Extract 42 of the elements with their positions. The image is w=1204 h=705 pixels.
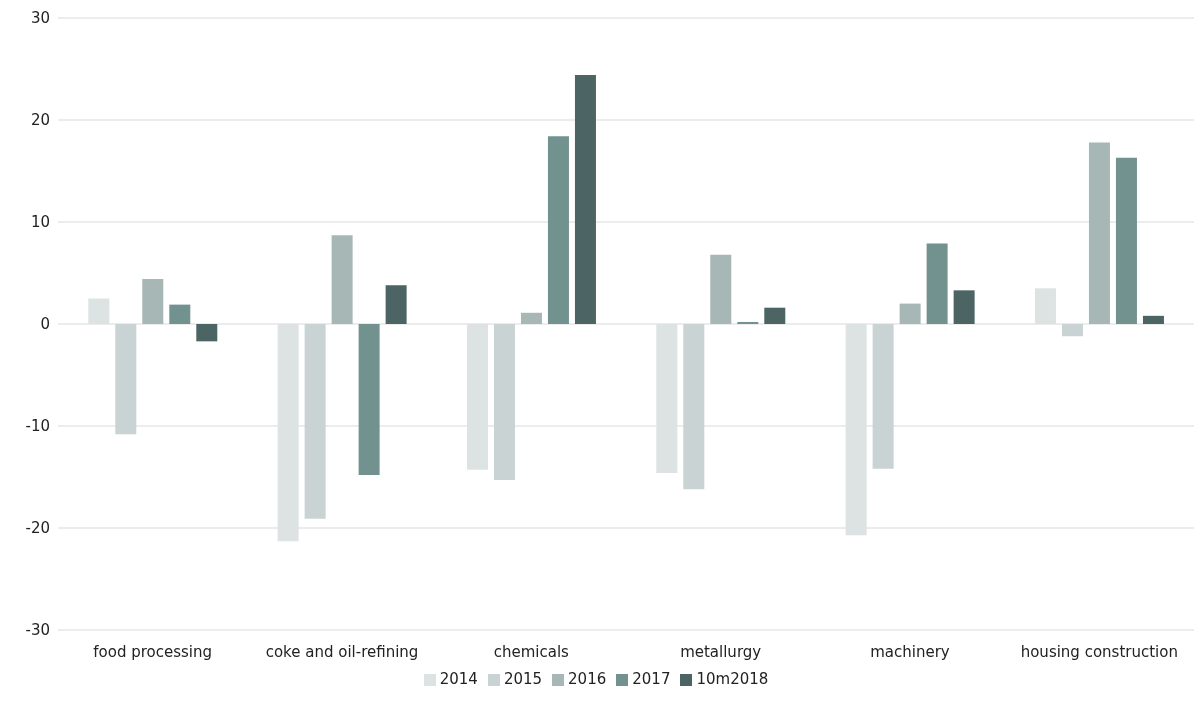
bar — [737, 321, 759, 324]
y-tick-label: -30 — [25, 621, 50, 640]
bar — [899, 303, 921, 324]
legend-label: 2014 — [439, 670, 478, 688]
bar — [358, 324, 380, 475]
y-tick-label: -20 — [25, 519, 50, 538]
x-tick-label: housing construction — [1020, 642, 1178, 661]
bar — [331, 235, 353, 324]
bar — [710, 254, 732, 324]
bar — [196, 324, 218, 342]
x-tick-label: chemicals — [493, 642, 570, 661]
bar — [1061, 324, 1083, 337]
legend-label: 2015 — [503, 670, 543, 688]
bar — [493, 324, 515, 481]
bar — [1088, 142, 1110, 324]
bar — [1142, 315, 1164, 324]
y-tick-label: 0 — [40, 315, 50, 334]
bar — [1115, 157, 1137, 324]
y-tick-label: -10 — [25, 417, 50, 436]
bar — [304, 324, 326, 519]
bar — [142, 279, 164, 324]
bar — [547, 136, 569, 324]
legend-label: 2017 — [632, 670, 671, 688]
bar — [574, 75, 596, 324]
bar — [953, 290, 975, 324]
y-tick-label: 30 — [30, 9, 50, 28]
bar — [764, 307, 786, 324]
bar — [385, 285, 407, 324]
bar — [926, 243, 948, 324]
x-tick-label: coke and oil-refining — [265, 642, 419, 661]
x-tick-label: food processing — [93, 642, 213, 661]
y-tick-label: 10 — [30, 213, 50, 232]
bar — [520, 312, 542, 324]
bar — [872, 324, 894, 469]
x-tick-label: machinery — [870, 642, 950, 661]
legend-label: 2016 — [568, 670, 607, 688]
bar — [683, 324, 705, 490]
bar — [115, 324, 137, 435]
y-tick-label: 20 — [30, 111, 50, 130]
x-tick-label: metallurgy — [680, 642, 762, 661]
legend-label: 10m2018 — [696, 670, 769, 688]
bar — [169, 304, 191, 324]
